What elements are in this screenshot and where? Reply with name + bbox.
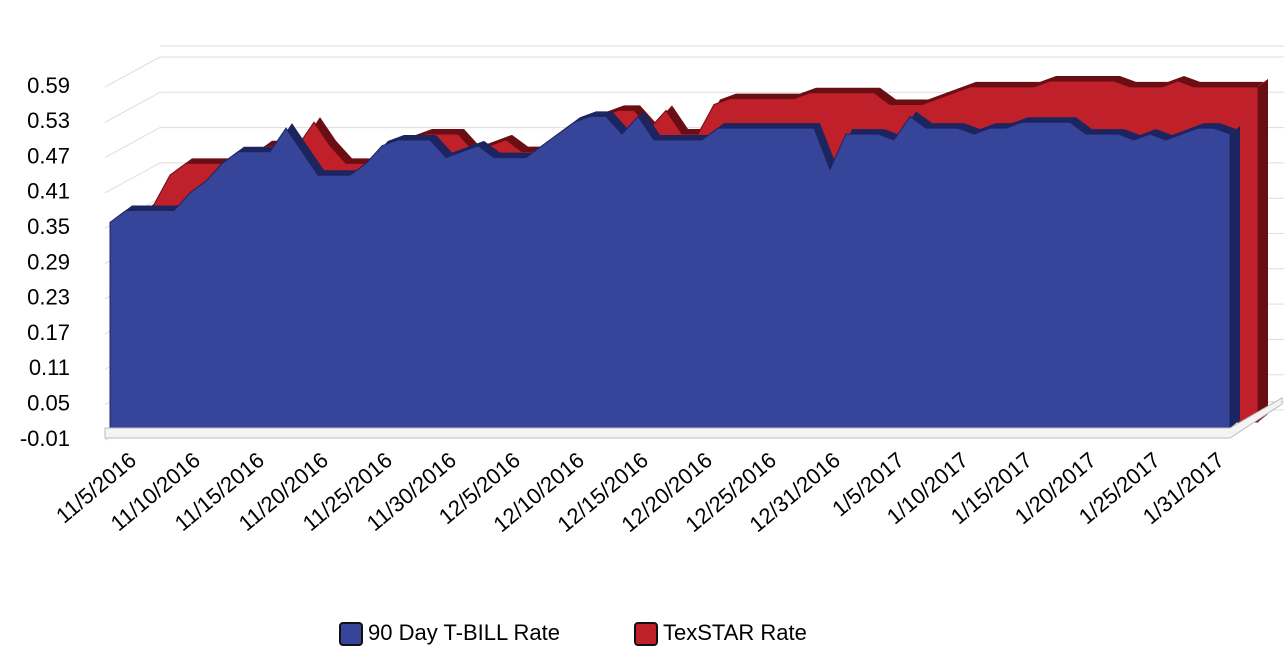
grid-line — [104, 91, 161, 123]
legend-label: 90 Day T-BILL Rate — [368, 620, 560, 645]
y-tick-label: 0.23 — [27, 285, 70, 310]
y-tick-label: 0.59 — [27, 73, 70, 98]
y-tick-label: 0.35 — [27, 214, 70, 239]
grid-line — [104, 56, 161, 88]
y-tick-label: 0.47 — [27, 143, 70, 168]
grid-line — [104, 162, 161, 194]
y-tick-label: 0.41 — [27, 179, 70, 204]
area — [109, 115, 1231, 429]
y-tick-label: 0.17 — [27, 320, 70, 345]
floor — [104, 397, 1283, 439]
legend-label: TexSTAR Rate — [663, 620, 807, 645]
area-side — [1230, 126, 1240, 429]
y-tick-label: 0.05 — [27, 391, 70, 416]
y-tick-label: 0.53 — [27, 108, 70, 133]
legend-swatch — [634, 622, 658, 646]
y-tick-label: 0.29 — [27, 249, 70, 274]
area-side — [1258, 78, 1268, 422]
grid-line — [104, 127, 161, 159]
y-tick-label: 0.11 — [29, 355, 70, 380]
y-tick-label: -0.01 — [20, 426, 70, 451]
legend-swatch — [339, 622, 363, 646]
